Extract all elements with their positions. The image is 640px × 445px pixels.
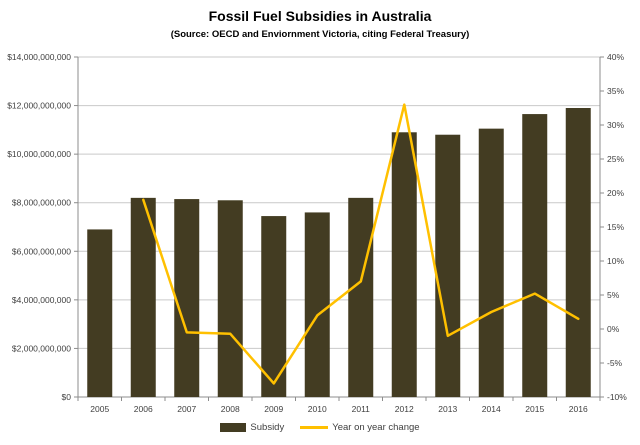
- y-left-tick-label: $0: [62, 392, 72, 402]
- chart-title: Fossil Fuel Subsidies in Australia: [208, 8, 432, 24]
- x-tick-label: 2005: [90, 404, 109, 414]
- y-right-tick-label: 25%: [607, 154, 624, 164]
- legend-label-subsidy: Subsidy: [250, 422, 285, 433]
- y-left-tick-label: $8,000,000,000: [12, 198, 71, 208]
- x-tick-label: 2010: [308, 404, 327, 414]
- x-tick-label: 2009: [264, 404, 283, 414]
- bar-2011: [348, 197, 374, 397]
- x-tick-label: 2006: [134, 404, 153, 414]
- y-right-tick-label: 20%: [607, 188, 624, 198]
- y-right-tick-label: 30%: [607, 120, 624, 130]
- bar-2006: [130, 197, 156, 397]
- y-right-tick-label: 0%: [607, 324, 620, 334]
- y-right-tick-label: 15%: [607, 222, 624, 232]
- yoy-line-swatch-icon: [300, 426, 329, 429]
- y-left-tick-label: $10,000,000,000: [7, 149, 71, 159]
- yoy-line: [142, 103, 580, 385]
- legend-item-yoy: Year on year change: [300, 422, 420, 433]
- y-left-tick-label: $12,000,000,000: [7, 101, 71, 111]
- x-tick-label: 2013: [438, 404, 457, 414]
- x-tick-label: 2015: [525, 404, 544, 414]
- bar-2015: [522, 114, 548, 398]
- y-left-tick-label: $6,000,000,000: [12, 246, 71, 256]
- y-left-tick-label: $4,000,000,000: [12, 295, 71, 305]
- chart-legend: Subsidy Year on year change: [0, 422, 640, 433]
- subsidy-bar-swatch-icon: [220, 423, 247, 432]
- bar-2016: [565, 108, 591, 397]
- bar-2007: [174, 199, 200, 397]
- y-right-tick-label: 35%: [607, 86, 624, 96]
- y-right-tick-label: 40%: [607, 52, 624, 62]
- bar-2014: [478, 128, 504, 397]
- bar-2013: [435, 134, 461, 397]
- x-tick-label: 2008: [221, 404, 240, 414]
- x-tick-label: 2014: [482, 404, 501, 414]
- x-tick-label: 2011: [352, 404, 371, 414]
- bar-2005: [87, 229, 113, 397]
- x-tick-label: 2012: [395, 404, 414, 414]
- y-left-tick-label: $14,000,000,000: [7, 52, 71, 62]
- y-right-tick-label: -10%: [607, 392, 627, 402]
- x-tick-label: 2016: [569, 404, 588, 414]
- chart-subtitle: (Source: OECD and Enviornment Victoria, …: [170, 29, 470, 40]
- legend-item-subsidy: Subsidy: [220, 422, 284, 433]
- y-right-tick-label: -5%: [607, 358, 623, 368]
- legend-label-yoy: Year on year change: [332, 422, 420, 433]
- bar-2012: [391, 132, 417, 398]
- bar-2009: [261, 216, 287, 397]
- y-right-tick-label: 10%: [607, 256, 624, 266]
- bar-2010: [304, 212, 330, 397]
- x-tick-label: 2007: [177, 404, 196, 414]
- y-right-tick-label: 5%: [607, 290, 620, 300]
- y-left-tick-label: $2,000,000,000: [12, 343, 71, 353]
- bar-2008: [217, 200, 243, 397]
